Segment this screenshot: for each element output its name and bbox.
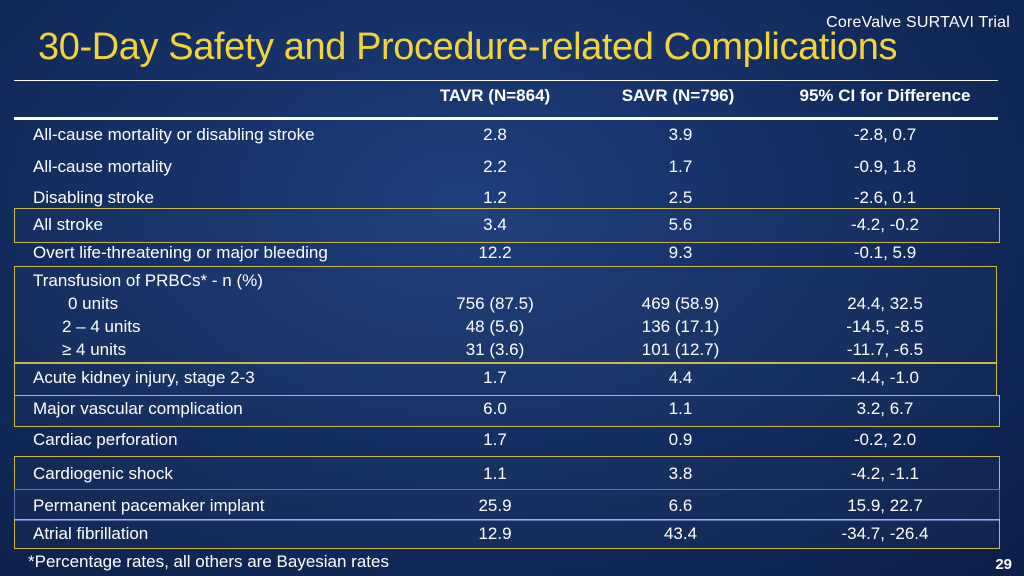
highlight-box-afib	[14, 519, 1000, 549]
row-tavr-value: 12.2	[478, 243, 512, 262]
row-tavr-value: 3.4	[483, 215, 507, 234]
row-tavr-value: 48 (5.6)	[465, 317, 525, 336]
row-tavr-value: 2.2	[483, 157, 507, 176]
header-ci: 95% CI for Difference	[799, 86, 971, 105]
row-savr-value: 43.4	[663, 524, 698, 543]
row-label: Major vascular complication	[33, 399, 243, 418]
row-label: Cardiac perforation	[33, 430, 178, 449]
row-ci-value: -0.9, 1.8	[853, 157, 917, 176]
row-label: All stroke	[33, 215, 103, 234]
row-tavr-value: 756 (87.5)	[456, 294, 534, 313]
row-label: Acute kidney injury, stage 2-3	[33, 368, 255, 387]
row-tavr-value: 1.2	[483, 188, 507, 207]
row-ci-value: -4.4, -1.0	[850, 368, 920, 387]
row-ci-value: 3.2, 6.7	[856, 399, 914, 418]
row-label: All-cause mortality	[33, 157, 172, 176]
row-ci-value: -11.7, -6.5	[846, 340, 924, 359]
row-tavr-value: 25.9	[478, 496, 512, 515]
row-tavr-value: 12.9	[478, 524, 512, 543]
row-tavr-value: 2.8	[483, 125, 507, 144]
row-label: Overt life-threatening or major bleeding	[33, 243, 328, 262]
row-label: 0 units	[68, 294, 119, 313]
row-label: Cardiogenic shock	[33, 464, 173, 483]
row-ci-value: 15.9, 22.7	[847, 496, 923, 515]
highlight-box-pacemaker	[14, 489, 1000, 521]
row-ci-value: -4.2, -1.1	[850, 464, 920, 483]
row-savr-value: 101 (12.7)	[641, 340, 720, 359]
row-label: Disabling stroke	[33, 188, 154, 207]
row-ci-value: -2.6, 0.1	[853, 188, 917, 207]
row-label: Permanent pacemaker implant	[33, 496, 265, 515]
row-savr-value: 1.1	[668, 399, 693, 418]
row-ci-value: -0.1, 5.9	[853, 243, 917, 262]
row-tavr-value: 1.7	[483, 368, 507, 387]
row-ci-value: -4.2, -0.2	[850, 215, 920, 234]
row-ci-value: -34.7, -26.4	[841, 524, 929, 543]
row-savr-value: 4.4	[668, 368, 693, 387]
highlight-box-all-stroke	[14, 208, 1000, 243]
row-savr-value: 5.6	[668, 215, 693, 234]
page-number: 29	[995, 556, 1012, 573]
row-savr-value: 9.3	[668, 243, 693, 262]
row-label: ≥ 4 units	[62, 340, 127, 359]
highlight-box-vascular	[14, 395, 1000, 427]
row-savr-value: 0.9	[668, 430, 693, 449]
row-ci-value: -14.5, -8.5	[846, 317, 924, 336]
header-top-rule	[14, 80, 998, 81]
row-savr-value: 3.9	[668, 125, 693, 144]
row-savr-value: 1.7	[668, 157, 693, 176]
header-tavr: TAVR (N=864)	[439, 86, 551, 105]
row-savr-value: 6.6	[668, 496, 693, 515]
row-savr-value: 469 (58.9)	[641, 294, 720, 313]
header-savr: SAVR (N=796)	[621, 86, 735, 105]
header-bottom-rule	[14, 117, 998, 120]
row-tavr-value: 31 (3.6)	[465, 340, 525, 359]
row-tavr-value: 1.1	[483, 464, 507, 483]
row-savr-value: 3.8	[668, 464, 693, 483]
row-label: All-cause mortality or disabling stroke	[33, 125, 315, 144]
footnote: *Percentage rates, all others are Bayesi…	[28, 552, 389, 571]
row-ci-value: -0.2, 2.0	[853, 430, 917, 449]
row-label: Transfusion of PRBCs* - n (%)	[33, 271, 263, 290]
row-ci-value: -2.8, 0.7	[853, 125, 917, 144]
highlight-box-transfusion	[14, 266, 997, 364]
row-label: Atrial fibrillation	[33, 524, 149, 543]
row-ci-value: 24.4, 32.5	[847, 294, 923, 313]
row-savr-value: 2.5	[668, 188, 693, 207]
trial-brand: CoreValve SURTAVI Trial	[826, 14, 1010, 31]
row-savr-value: 136 (17.1)	[641, 317, 720, 336]
row-tavr-value: 1.7	[483, 430, 507, 449]
slide-title: 30-Day Safety and Procedure-related Comp…	[38, 26, 898, 68]
row-tavr-value: 6.0	[483, 399, 507, 418]
row-label: 2 – 4 units	[62, 317, 141, 336]
